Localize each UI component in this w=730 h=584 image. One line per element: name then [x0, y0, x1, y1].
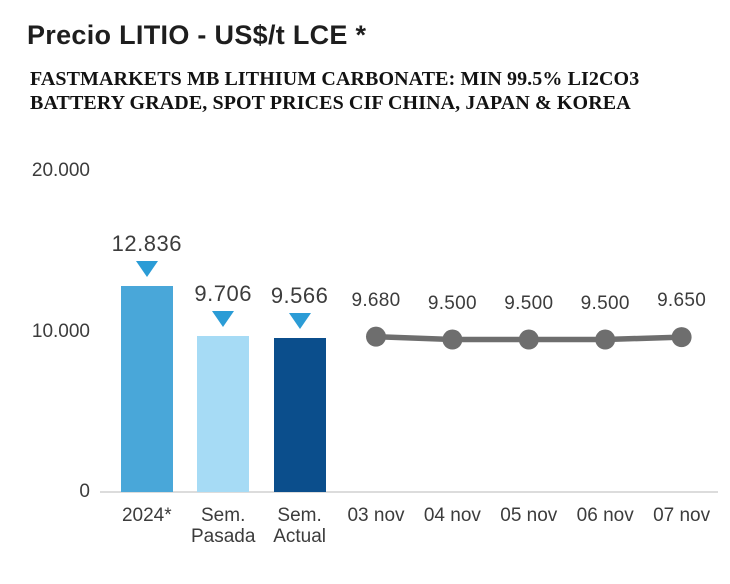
x-tick-label-sem-actual: Sem. Actual	[273, 505, 326, 547]
x-tick-label-04-nov: 04 nov	[423, 505, 481, 526]
x-tick-label-2024: 2024*	[121, 505, 172, 526]
bar-value-label: 12.836	[111, 230, 182, 256]
bar-2024	[120, 285, 173, 492]
x-tick-label-05-nov: 05 nov	[500, 505, 558, 526]
x-tick-label-sem-pasada: Sem. Pasada	[190, 505, 256, 547]
y-tick-label-10000: 10.000	[31, 320, 90, 342]
x-tick-label-07-nov: 07 nov	[653, 505, 711, 526]
line-point-06-nov	[595, 329, 616, 350]
line-point-05-nov	[518, 329, 539, 350]
line-point-07-nov	[671, 327, 692, 348]
bar-sem-pasada	[197, 336, 250, 492]
chart-subtitle: FASTMARKETS MB LITHIUM CARBONATE: MIN 99…	[30, 67, 639, 115]
x-axis-baseline	[100, 491, 718, 493]
line-value-label: 9.680	[351, 289, 401, 311]
y-tick-label-0: 0	[79, 481, 90, 502]
line-value-label: 9.650	[657, 290, 707, 312]
x-tick-label-06-nov: 06 nov	[576, 505, 634, 526]
marker-triangle-down-icon	[212, 311, 235, 328]
bar-value-label: 9.706	[194, 281, 252, 307]
x-tick-label-03-nov: 03 nov	[347, 505, 405, 526]
line-point-04-nov	[442, 329, 463, 350]
y-tick-label-20000: 20.000	[31, 160, 90, 181]
line-value-label: 9.500	[504, 292, 554, 314]
chart-title: Precio LITIO - US$/t LCE *	[27, 20, 367, 50]
line-value-label: 9.500	[427, 292, 477, 314]
marker-triangle-down-icon	[135, 260, 158, 277]
marker-triangle-down-icon	[288, 313, 311, 330]
bar-sem-actual	[273, 338, 326, 492]
bar-value-label: 9.566	[270, 283, 329, 309]
line-value-label: 9.500	[580, 292, 630, 314]
chart-subtitle-line1: FASTMARKETS MB LITHIUM CARBONATE: MIN 99…	[30, 68, 640, 90]
line-point-03-nov	[366, 326, 386, 347]
chart-subtitle-line2: BATTERY GRADE, SPOT PRICES CIF CHINA, JA…	[30, 92, 631, 114]
